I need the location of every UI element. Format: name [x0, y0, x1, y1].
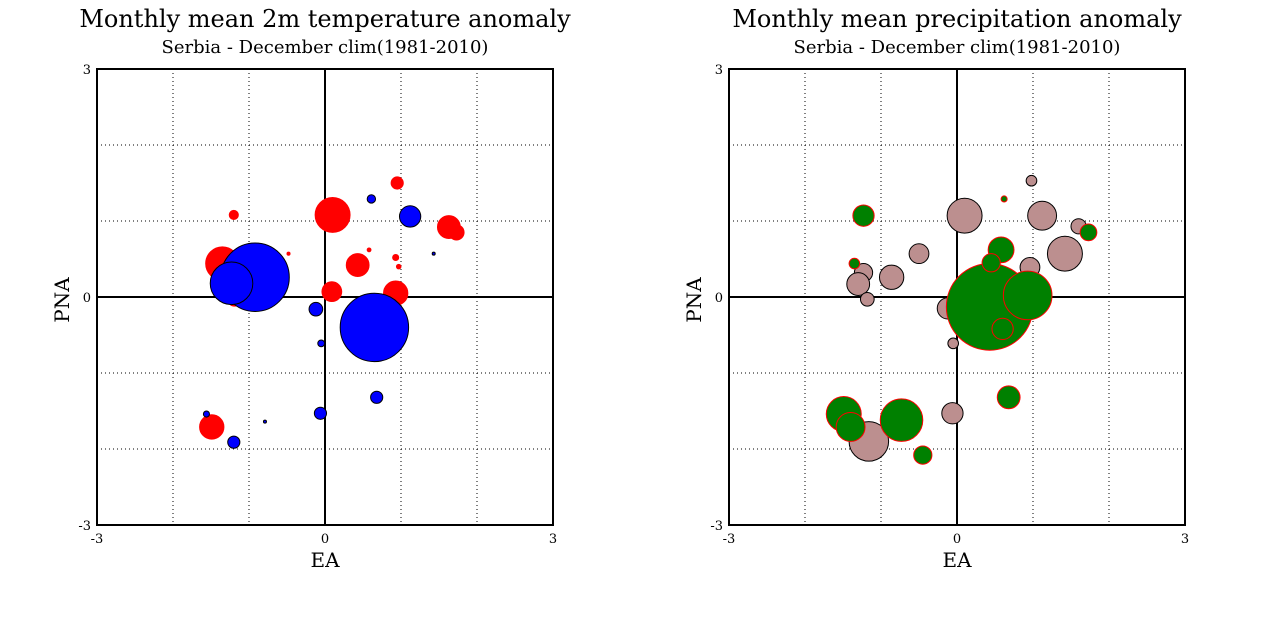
data-point-series-1 — [227, 435, 241, 449]
precipitation-panel: Monthly mean precipitation anomaly Serbia… — [682, 5, 1189, 572]
data-point-series-0 — [345, 253, 370, 277]
data-point-series-0 — [314, 196, 351, 233]
y-tick-label: 0 — [715, 291, 723, 306]
data-point-series-0 — [946, 197, 983, 234]
y-axis-label: PNA — [682, 277, 706, 323]
chart-title: Monthly mean 2m temperature anomaly — [79, 5, 571, 33]
x-tick-label: 3 — [1181, 532, 1189, 547]
data-point-series-1 — [262, 419, 267, 424]
data-point-series-1 — [835, 412, 866, 442]
x-tick-label: 3 — [549, 532, 557, 547]
data-point-series-0 — [199, 414, 225, 440]
y-tick-label: 3 — [715, 63, 723, 78]
data-point-series-0 — [947, 337, 960, 350]
data-point-series-1 — [913, 445, 933, 465]
data-point-series-1 — [848, 257, 861, 270]
y-tick-label: -3 — [710, 519, 723, 534]
data-point-series-0 — [395, 263, 402, 270]
data-point-series-1 — [879, 398, 924, 442]
data-point-series-1 — [209, 261, 254, 306]
y-tick-label: 3 — [83, 63, 91, 78]
data-point-series-1 — [366, 194, 377, 204]
chart-title: Monthly mean precipitation anomaly — [732, 5, 1182, 33]
x-axis-label: EA — [310, 548, 340, 572]
y-tick-label: -3 — [78, 519, 91, 534]
data-point-series-1 — [398, 205, 422, 228]
data-point-series-1 — [1000, 195, 1008, 203]
data-point-series-0 — [859, 291, 875, 307]
data-point-series-0 — [878, 264, 905, 290]
data-point-series-1 — [996, 385, 1021, 410]
data-point-series-1 — [1002, 270, 1053, 321]
data-point-series-0 — [448, 224, 465, 241]
data-point-series-1 — [308, 301, 324, 317]
data-point-series-0 — [366, 247, 372, 253]
chart-subtitle: Serbia - December clim(1981-2010) — [794, 37, 1121, 58]
data-point-series-0 — [908, 243, 930, 265]
data-point-series-1 — [991, 317, 1014, 341]
chart-subtitle: Serbia - December clim(1981-2010) — [162, 37, 489, 58]
data-point-series-1 — [981, 253, 1001, 273]
data-point-series-1 — [852, 204, 875, 227]
data-point-series-0 — [228, 209, 239, 220]
data-point-series-1 — [370, 390, 384, 404]
data-point-series-0 — [1025, 174, 1038, 187]
y-axis-label: PNA — [50, 277, 74, 323]
data-point-series-1 — [313, 406, 328, 420]
x-tick-label: -3 — [91, 532, 104, 547]
data-point-series-1 — [339, 292, 410, 363]
data-point-series-0 — [1046, 235, 1083, 272]
x-tick-label: -3 — [723, 532, 736, 547]
data-point-series-1 — [202, 410, 210, 418]
temperature-panel: Monthly mean 2m temperature anomaly Serbi… — [50, 5, 571, 572]
x-axis-label: EA — [942, 548, 972, 572]
x-tick-label: 0 — [321, 532, 329, 547]
data-point-series-0 — [390, 176, 404, 190]
data-point-series-0 — [846, 272, 871, 296]
data-point-series-0 — [941, 402, 964, 425]
data-point-series-0 — [392, 253, 400, 262]
data-point-series-0 — [321, 281, 343, 303]
data-point-series-0 — [286, 251, 291, 256]
y-tick-label: 0 — [83, 291, 91, 306]
plot-frame — [96, 68, 554, 526]
data-point-series-1 — [1079, 223, 1098, 242]
data-point-series-0 — [1027, 200, 1058, 231]
data-point-series-1 — [317, 339, 326, 348]
data-point-series-1 — [431, 251, 436, 256]
x-tick-label: 0 — [953, 532, 961, 547]
plot-frame — [728, 68, 1186, 526]
